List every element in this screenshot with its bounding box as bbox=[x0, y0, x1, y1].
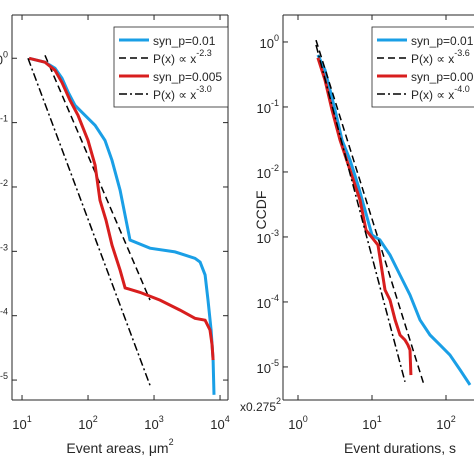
y-tick-label: 10-4 bbox=[0, 307, 8, 325]
y-tick-label: 10-2 bbox=[257, 163, 279, 181]
y-tick-label: 10-5 bbox=[257, 358, 279, 376]
x-tick-label: 100 bbox=[288, 414, 307, 432]
axis-multiplier: x0.2752 bbox=[240, 396, 281, 414]
y-tick-label: 10-4 bbox=[257, 293, 279, 311]
series-line bbox=[316, 57, 413, 376]
series-line bbox=[315, 44, 406, 382]
series-line bbox=[316, 54, 472, 386]
legend-label: syn_p=0.01 bbox=[153, 34, 216, 48]
x-tick-label: 101 bbox=[12, 414, 31, 432]
y-tick-label: 10-3 bbox=[257, 228, 279, 246]
x-tick-label: 102 bbox=[78, 414, 97, 432]
x-axis-label: Event durations, s bbox=[344, 440, 456, 456]
x-tick-label: 101 bbox=[362, 414, 381, 432]
legend-label: P(x) ∝ x-3.6 bbox=[411, 48, 470, 66]
y-tick-label: 100 bbox=[0, 50, 8, 68]
series-line bbox=[28, 56, 216, 395]
legend-label: P(x) ∝ x-4.0 bbox=[411, 84, 470, 102]
legend-label: P(x) ∝ x-3.0 bbox=[153, 84, 212, 102]
y-tick-label: 10-2 bbox=[0, 178, 8, 196]
y-tick-label: 10-5 bbox=[0, 371, 8, 389]
legend-label: syn_p=0.01 bbox=[411, 34, 474, 48]
series-line bbox=[27, 58, 151, 386]
y-tick-label: 10-1 bbox=[257, 98, 279, 116]
y-tick-label: 10-1 bbox=[0, 114, 8, 132]
y-tick-label: 10-3 bbox=[0, 243, 8, 261]
x-tick-label: 103 bbox=[144, 414, 163, 432]
legend-label: syn_p=0.005 bbox=[153, 70, 222, 84]
y-axis-label: CCDF bbox=[253, 191, 269, 230]
series-line bbox=[28, 56, 215, 361]
legend-label: P(x) ∝ x-2.3 bbox=[153, 48, 212, 66]
x-tick-label: 104 bbox=[210, 414, 229, 432]
y-tick-label: 100 bbox=[260, 33, 279, 51]
series-line bbox=[315, 39, 425, 386]
plot-lines bbox=[27, 55, 216, 395]
x-tick-label: 102 bbox=[436, 414, 455, 432]
x-axis-label: Event areas, μm2 bbox=[66, 437, 173, 455]
plot-lines bbox=[315, 39, 472, 386]
legend-label: syn_p=0.005 bbox=[411, 70, 474, 84]
